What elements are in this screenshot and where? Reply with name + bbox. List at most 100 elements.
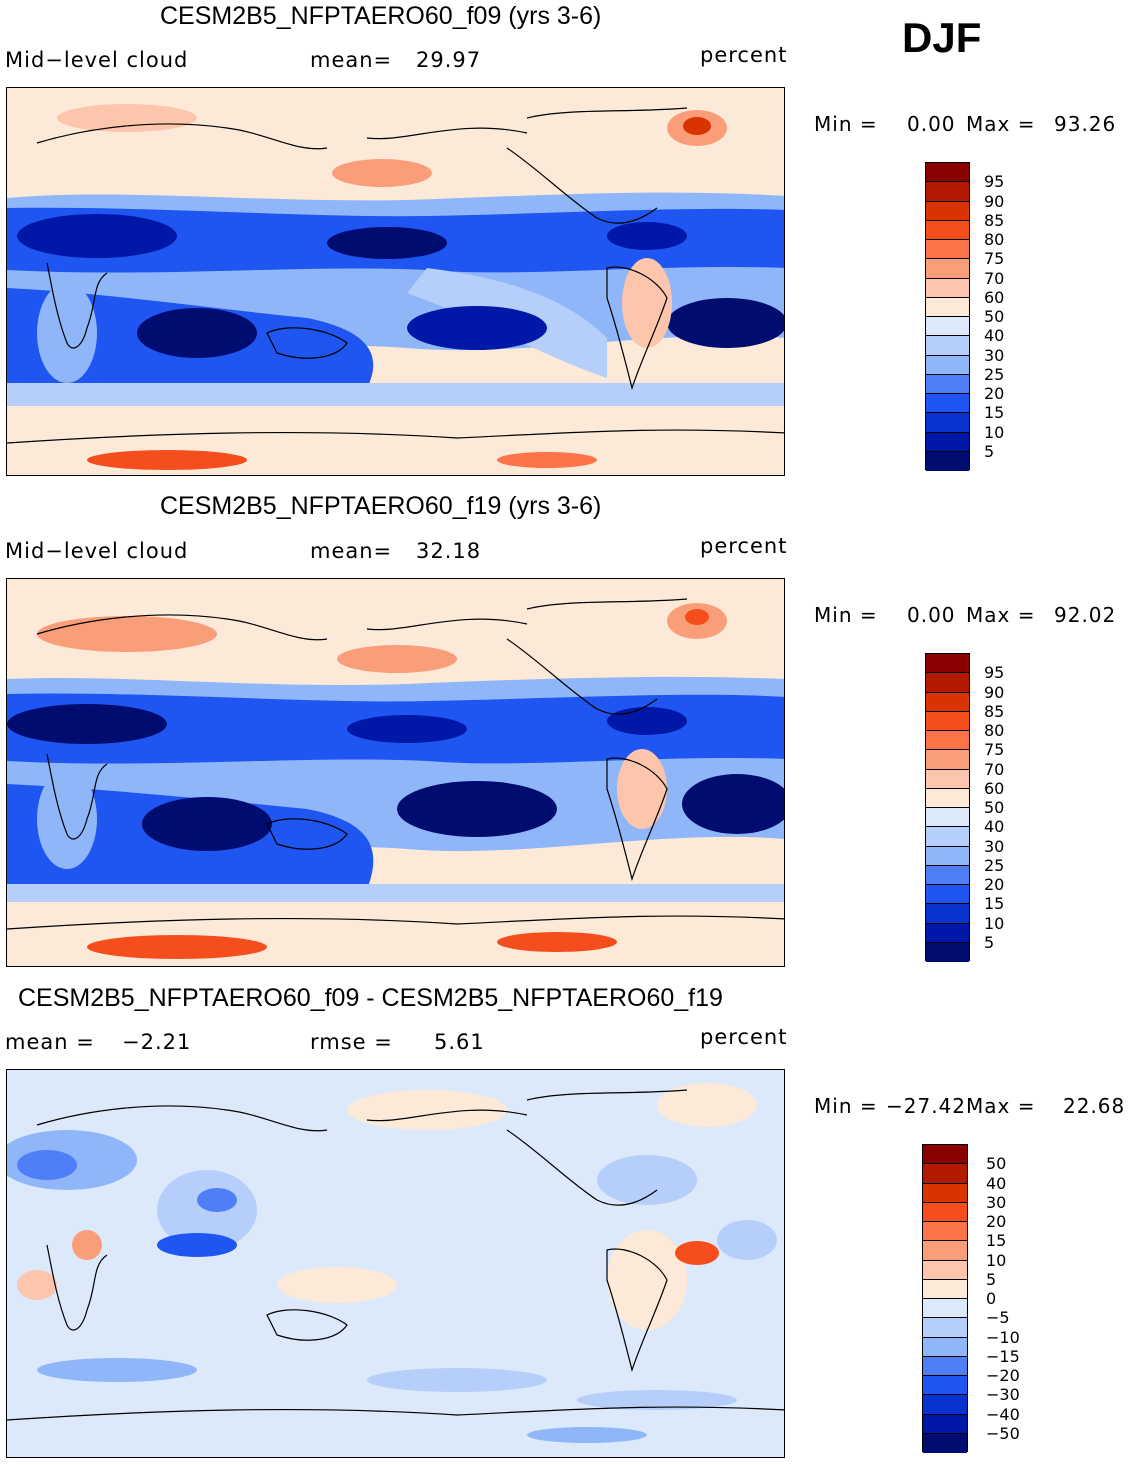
max-label: Max =: [966, 1094, 1036, 1118]
colorbar-swatch: [926, 942, 969, 962]
colorbar: [925, 162, 970, 471]
colorbar-tick-label: −30: [986, 1385, 1020, 1405]
colorbar-tick-label: 70: [984, 759, 1005, 779]
min-value: 0.00: [907, 112, 956, 136]
colorbar-swatch: [926, 451, 969, 471]
mean-label: mean =: [5, 1030, 95, 1054]
min-label: Min =: [814, 112, 878, 136]
colorbar-tick-label: 60: [984, 778, 1005, 798]
colorbar-swatch: [926, 846, 969, 866]
colorbar-swatch: [926, 413, 969, 433]
colorbar-tick-label: 85: [984, 210, 1005, 230]
colorbar-tick-label: 60: [984, 287, 1005, 307]
colorbar-tick-label: 90: [984, 191, 1005, 211]
colorbar-swatch: [926, 278, 969, 298]
colorbar-swatch: [926, 788, 969, 808]
colorbar-swatch: [926, 355, 969, 375]
colorbar-swatch: [923, 1414, 967, 1434]
mean-value: 29.97: [416, 48, 482, 72]
colorbar-swatch: [926, 163, 969, 183]
colorbar-tick-label: 5: [984, 932, 995, 952]
colorbar-swatch: [926, 808, 969, 828]
rmse-value: 5.61: [434, 1030, 485, 1054]
colorbar-tick-label: 15: [984, 894, 1005, 914]
colorbar-tick-label: −20: [986, 1366, 1020, 1385]
colorbar-swatch: [923, 1318, 967, 1338]
difference-map: [6, 1069, 785, 1458]
min-label: Min =: [814, 1094, 878, 1118]
colorbar-swatch: [926, 750, 969, 770]
colorbar-tick-label: 40: [984, 817, 1005, 837]
colorbar-swatch: [926, 297, 969, 317]
colorbar-tick-label: 50: [984, 307, 1005, 326]
colorbar-tick-label: 70: [984, 268, 1005, 288]
colorbar-swatch: [926, 336, 969, 356]
max-value: 92.02: [1054, 603, 1117, 627]
colorbar-tick-label: 30: [986, 1192, 1007, 1212]
colorbar-swatch: [926, 923, 969, 943]
variable-label: Mid−level cloud: [5, 539, 189, 563]
colorbar-tick-label: 40: [986, 1173, 1007, 1193]
colorbar-swatch: [926, 885, 969, 905]
colorbar-tick-label: 15: [984, 403, 1005, 423]
mean-label: mean=: [310, 539, 393, 563]
colorbar-swatch: [926, 654, 969, 674]
colorbar-swatch: [926, 711, 969, 731]
season-label: DJF: [902, 14, 982, 61]
units-label: percent: [700, 43, 788, 67]
colorbar-tick-label: 25: [984, 364, 1005, 384]
colorbar-swatch: [926, 827, 969, 847]
colorbar-swatch: [923, 1241, 967, 1261]
colorbar-tick-label: 10: [984, 422, 1005, 442]
colorbar-tick-label: 25: [984, 855, 1005, 875]
max-value: 22.68: [1063, 1094, 1126, 1118]
colorbar-tick-label: −50: [986, 1423, 1020, 1443]
colorbar-tick-label: 50: [986, 1154, 1007, 1174]
colorbar-swatch: [923, 1299, 967, 1319]
colorbar-swatch: [923, 1356, 967, 1376]
mean-value: 32.18: [416, 539, 482, 563]
colorbar: [925, 653, 970, 962]
units-label: percent: [700, 534, 788, 558]
colorbar-swatch: [926, 394, 969, 414]
colorbar-tick-label: 20: [984, 384, 1005, 403]
colorbar-swatch: [926, 220, 969, 240]
colorbar-tick-label: 90: [984, 682, 1005, 702]
colorbar-swatch: [923, 1164, 967, 1184]
colorbar-tick-label: 95: [984, 172, 1005, 192]
colorbar-tick-label: 80: [984, 230, 1005, 249]
colorbar-swatch: [923, 1183, 967, 1203]
colorbar-tick-label: 20: [986, 1212, 1007, 1231]
colorbar-swatch: [926, 904, 969, 924]
colorbar-swatch: [926, 240, 969, 260]
min-label: Min =: [814, 603, 878, 627]
colorbar-tick-label: 5: [984, 441, 995, 461]
colorbar-tick-label: 20: [984, 875, 1005, 894]
panel-title: CESM2B5_NFPTAERO60_f19 (yrs 3-6): [160, 492, 602, 520]
colorbar-swatch: [926, 259, 969, 279]
colorbar-tick-label: −5: [986, 1308, 1010, 1328]
colorbar-swatch: [926, 201, 969, 221]
colorbar-swatch: [923, 1145, 967, 1165]
mean-value: −2.21: [122, 1030, 192, 1054]
colorbar-tick-label: 95: [984, 663, 1005, 683]
min-value: −27.42: [886, 1094, 967, 1118]
colorbar-swatch: [926, 432, 969, 452]
colorbar-swatch: [923, 1395, 967, 1415]
colorbar-swatch: [926, 692, 969, 712]
colorbar-tick-label: −40: [986, 1404, 1020, 1424]
max-value: 93.26: [1054, 112, 1117, 136]
variable-label: Mid−level cloud: [5, 48, 189, 72]
colorbar-tick-label: 15: [986, 1231, 1007, 1251]
min-value: 0.00: [907, 603, 956, 627]
units-label: percent: [700, 1025, 788, 1049]
colorbar-swatch: [926, 769, 969, 789]
colorbar-tick-label: 50: [984, 798, 1005, 817]
colorbar-swatch: [926, 182, 969, 202]
colorbar-swatch: [923, 1337, 967, 1357]
colorbar-tick-label: 40: [984, 326, 1005, 346]
panel-title: CESM2B5_NFPTAERO60_f09 (yrs 3-6): [160, 2, 602, 30]
colorbar-swatch: [926, 673, 969, 693]
colorbar-tick-label: 80: [984, 721, 1005, 740]
colorbar-swatch: [923, 1279, 967, 1299]
